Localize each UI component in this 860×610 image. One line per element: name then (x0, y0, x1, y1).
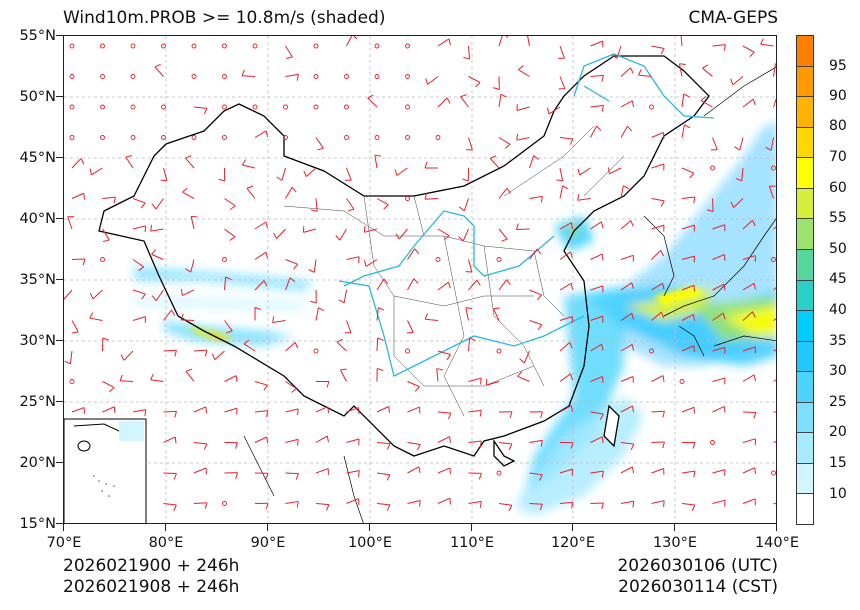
y-tick (56, 279, 63, 281)
y-tick (56, 218, 63, 220)
colorbar-bin (797, 97, 813, 128)
x-label: 80°E (148, 535, 184, 551)
x-tick (471, 524, 473, 531)
x-tick (776, 524, 778, 531)
y-label: 15°N (19, 516, 56, 532)
y-label: 25°N (19, 394, 56, 410)
colorbar-bin (797, 433, 813, 464)
x-label: 130°E (652, 535, 698, 551)
init-time-cst: 2026021908 + 246h (63, 577, 240, 597)
y-label: 30°N (19, 333, 56, 349)
colorbar-label: 45 (829, 271, 847, 287)
x-tick (63, 524, 65, 531)
china-border (98, 55, 710, 467)
y-tick (56, 35, 63, 37)
y-axis: 55°N 50°N 45°N 40°N 35°N 30°N 25°N 20°N … (0, 0, 56, 610)
y-tick (56, 401, 63, 403)
y-tick (56, 340, 63, 342)
colorbar-label: 35 (829, 333, 847, 349)
colorbar-bin (797, 219, 813, 250)
y-tick (56, 523, 63, 525)
colorbar-bin (797, 372, 813, 403)
valid-time: 2026030106 (UTC) 2026030114 (CST) (617, 556, 778, 598)
chart-title: Wind10m.PROB >= 10.8m/s (shaded) (63, 8, 386, 28)
map-panel[interactable] (63, 35, 777, 524)
model-name: CMA-GEPS (688, 8, 778, 28)
colorbar-label: 90 (829, 88, 847, 104)
y-tick (56, 462, 63, 464)
colorbar-bin (797, 341, 813, 373)
colorbar-bin (797, 188, 813, 220)
colorbar-bin (797, 494, 813, 524)
colorbar-label: 20 (829, 424, 847, 440)
y-label: 20°N (19, 455, 56, 471)
rivers (338, 53, 715, 377)
colorbar-label: 30 (829, 363, 847, 379)
y-label: 40°N (19, 211, 56, 227)
province-boundaries (283, 125, 625, 417)
graticule (64, 36, 776, 523)
y-tick (56, 96, 63, 98)
valid-time-utc: 2026030106 (UTC) (617, 556, 778, 576)
colorbar-bin (797, 280, 813, 312)
y-label: 55°N (19, 28, 56, 44)
colorbar-label: 95 (829, 58, 847, 74)
coastlines (243, 66, 776, 523)
colorbar-bin (797, 463, 813, 495)
x-tick (267, 524, 269, 531)
colorbar-label: 10 (829, 486, 847, 502)
colorbar-label: 70 (829, 149, 847, 165)
y-label: 45°N (19, 150, 56, 166)
y-tick (56, 157, 63, 159)
x-label: 120°E (550, 535, 596, 551)
colorbar-label: 50 (829, 241, 847, 257)
x-tick (572, 524, 574, 531)
colorbar-bin (797, 158, 813, 189)
x-label: 70°E (46, 535, 82, 551)
x-label: 110°E (449, 535, 495, 551)
colorbar-label: 60 (829, 180, 847, 196)
colorbar (796, 35, 814, 525)
map-canvas (64, 36, 776, 523)
colorbar-bin (797, 127, 813, 159)
x-tick (165, 524, 167, 531)
init-time: 2026021900 + 246h 2026021908 + 246h (63, 556, 239, 598)
x-tick (369, 524, 371, 531)
colorbar-label: 15 (829, 455, 847, 471)
probability-shading (134, 121, 776, 516)
x-label: 100°E (347, 535, 393, 551)
colorbar-label: 55 (829, 210, 847, 226)
south-china-sea-inset (64, 418, 147, 523)
colorbar-label: 40 (829, 302, 847, 318)
y-label: 35°N (19, 272, 56, 288)
colorbar-bin (797, 66, 813, 98)
colorbar-bin (797, 36, 813, 67)
x-label: 90°E (250, 535, 286, 551)
colorbar-label: 25 (829, 394, 847, 410)
x-tick (674, 524, 676, 531)
colorbar-bin (797, 311, 813, 342)
x-label: 140°E (754, 535, 800, 551)
colorbar-bin (797, 402, 813, 434)
init-time-utc: 2026021900 + 246h (63, 556, 240, 576)
colorbar-label: 80 (829, 118, 847, 134)
y-label: 50°N (19, 89, 56, 105)
colorbar-bin (797, 249, 813, 281)
valid-time-cst: 2026030114 (CST) (618, 577, 778, 597)
